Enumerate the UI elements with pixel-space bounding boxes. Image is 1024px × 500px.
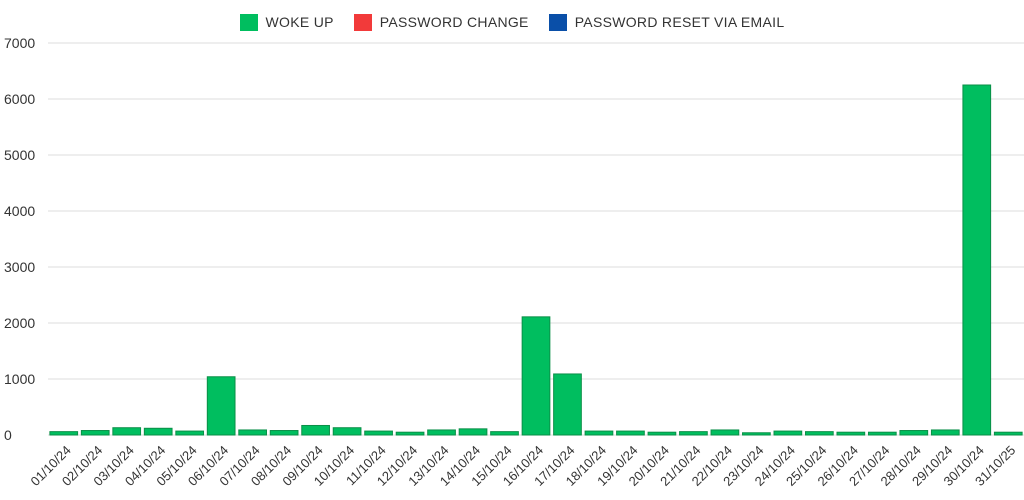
y-tick-label: 2000 — [4, 315, 35, 331]
bar-woke-up[interactable] — [867, 431, 897, 436]
y-tick-label: 4000 — [4, 203, 35, 219]
bar-woke-up[interactable] — [773, 430, 803, 436]
legend-label-password-change: PASSWORD CHANGE — [379, 14, 529, 30]
legend-item-woke-up[interactable]: WOKE UP — [239, 13, 334, 31]
bar-woke-up[interactable] — [427, 429, 456, 436]
bar-woke-up[interactable] — [49, 431, 79, 436]
legend-label-password-reset: PASSWORD RESET VIA EMAIL — [574, 14, 785, 30]
legend-label-woke-up: WOKE UP — [265, 14, 334, 30]
bar-woke-up[interactable] — [962, 84, 992, 436]
bar-woke-up[interactable] — [553, 373, 582, 436]
bar-woke-up[interactable] — [395, 431, 425, 436]
y-tick-label: 0 — [4, 427, 12, 443]
y-tick-label: 3000 — [4, 259, 35, 275]
bar-woke-up[interactable] — [143, 427, 173, 436]
bar-woke-up[interactable] — [836, 431, 866, 436]
bar-woke-up[interactable] — [175, 430, 205, 436]
legend-swatch-woke-up — [239, 13, 258, 31]
bar-woke-up[interactable] — [679, 431, 708, 436]
bar-woke-up[interactable] — [301, 424, 330, 436]
y-tick-label: 6000 — [4, 91, 35, 107]
bar-woke-up[interactable] — [647, 431, 677, 436]
bar-woke-up[interactable] — [112, 427, 142, 436]
bar-woke-up[interactable] — [364, 430, 393, 436]
bar-woke-up[interactable] — [710, 429, 740, 436]
y-tick-label: 7000 — [4, 35, 35, 51]
bar-woke-up[interactable] — [490, 431, 519, 436]
legend-item-password-change[interactable]: PASSWORD CHANGE — [353, 13, 529, 31]
bar-woke-up[interactable] — [521, 316, 551, 436]
bar-woke-up[interactable] — [332, 427, 362, 436]
bar-woke-up[interactable] — [930, 429, 960, 436]
legend-swatch-password-change — [353, 13, 372, 31]
bar-woke-up[interactable] — [458, 428, 488, 436]
bar-woke-up[interactable] — [80, 430, 110, 436]
bar-woke-up[interactable] — [993, 431, 1023, 436]
bar-woke-up[interactable] — [584, 430, 614, 436]
bar-woke-up[interactable] — [742, 432, 771, 436]
bar-woke-up[interactable] — [805, 431, 834, 436]
chart-legend: WOKE UP PASSWORD CHANGE PASSWORD RESET V… — [0, 11, 1024, 33]
legend-item-password-reset[interactable]: PASSWORD RESET VIA EMAIL — [548, 13, 785, 31]
bar-woke-up[interactable] — [206, 376, 236, 436]
bar-woke-up[interactable] — [238, 429, 267, 436]
y-tick-label: 5000 — [4, 147, 35, 163]
bar-woke-up[interactable] — [899, 430, 929, 436]
bar-woke-up[interactable] — [269, 430, 299, 436]
bar-woke-up[interactable] — [616, 430, 645, 436]
legend-swatch-password-reset — [548, 13, 567, 31]
y-tick-label: 1000 — [4, 371, 35, 387]
